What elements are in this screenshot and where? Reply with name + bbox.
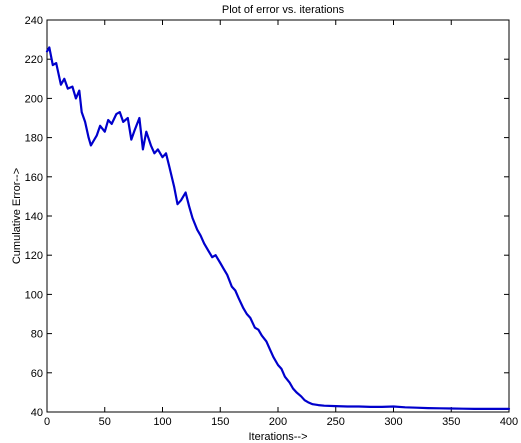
x-tick-label: 200 — [269, 416, 287, 428]
y-tick-label: 220 — [25, 54, 43, 66]
y-tick-label: 40 — [31, 407, 43, 419]
x-tick-label: 350 — [442, 416, 460, 428]
x-axis-title: Iterations--> — [249, 431, 308, 443]
x-tick-label: 100 — [153, 416, 171, 428]
x-tick-label: 400 — [500, 416, 518, 428]
y-tick-label: 80 — [31, 329, 43, 341]
y-tick-label: 180 — [25, 133, 43, 145]
chart-title: Plot of error vs. iterations — [222, 4, 345, 16]
plot-area-frame — [46, 19, 510, 413]
y-axis-title: Cumulative Error--> — [11, 168, 23, 264]
y-tick-label: 140 — [25, 211, 43, 223]
x-tick-label: 50 — [99, 416, 111, 428]
cumulative-error-line — [45, 46, 511, 410]
x-tick-label: 250 — [327, 416, 345, 428]
x-tick-label: 150 — [211, 416, 229, 428]
y-tick-label: 120 — [25, 250, 43, 262]
y-axis: 40 60 80 100 120 140 160 180 200 220 240 — [25, 15, 509, 419]
y-tick-label: 160 — [25, 172, 43, 184]
x-tick-label: 0 — [44, 416, 50, 428]
x-tick-label: 300 — [384, 416, 402, 428]
y-tick-label: 240 — [25, 15, 43, 27]
y-tick-label: 200 — [25, 93, 43, 105]
x-axis: 0 50 100 150 200 250 300 350 400 — [44, 20, 518, 428]
y-tick-label: 60 — [31, 368, 43, 380]
y-tick-label: 100 — [25, 289, 43, 301]
